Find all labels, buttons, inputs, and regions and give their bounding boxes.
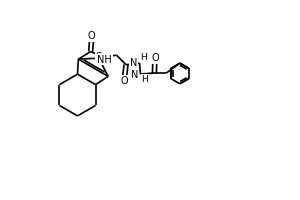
Text: H: H bbox=[142, 75, 148, 84]
Text: NH: NH bbox=[97, 55, 112, 65]
Text: S: S bbox=[96, 52, 102, 62]
Text: O: O bbox=[88, 31, 95, 41]
Text: N: N bbox=[131, 70, 138, 80]
Text: O: O bbox=[120, 76, 128, 86]
Text: O: O bbox=[151, 53, 159, 63]
Text: H: H bbox=[140, 53, 147, 62]
Text: N: N bbox=[130, 58, 137, 68]
